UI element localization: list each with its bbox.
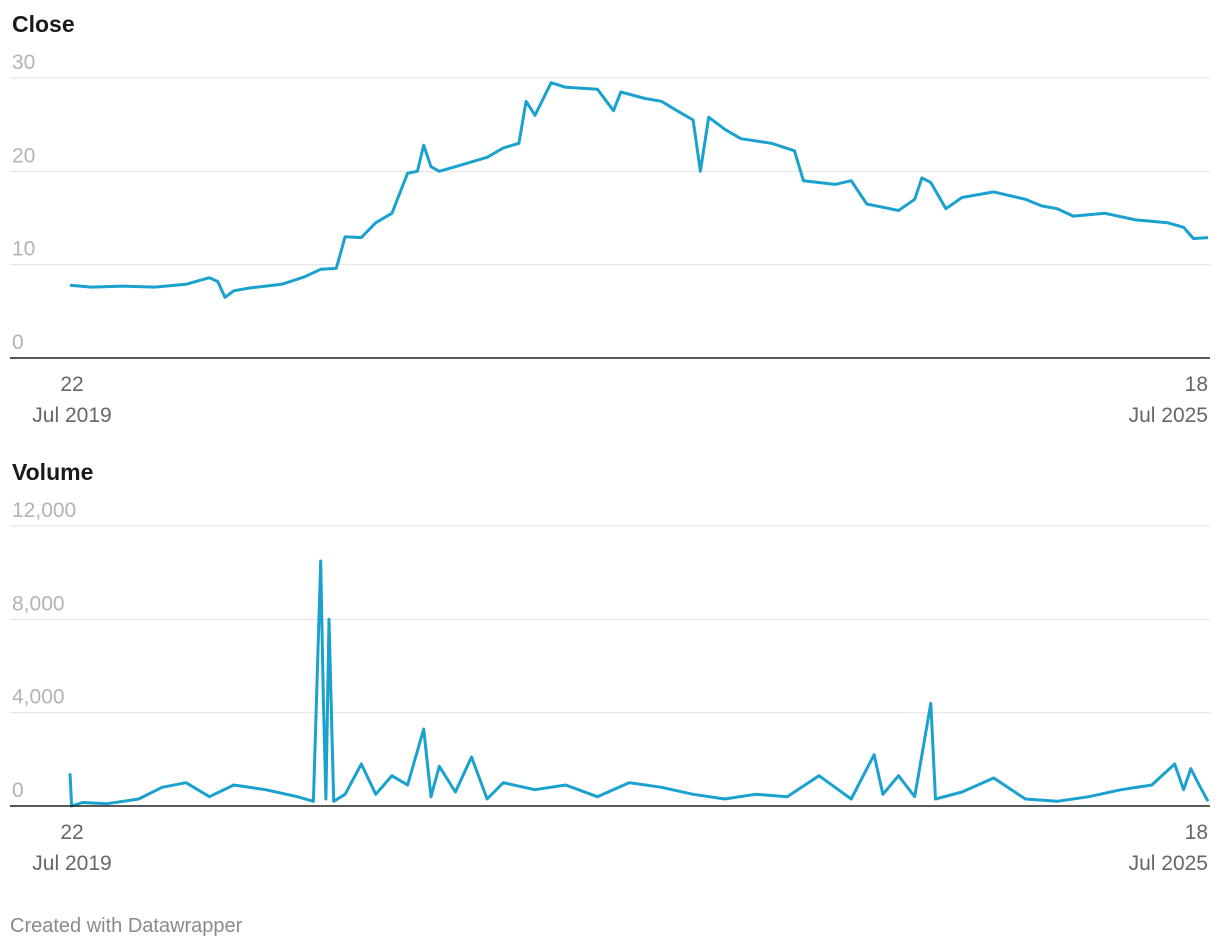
y-tick-label: 12,000 (12, 499, 76, 522)
series-line (68, 559, 1210, 808)
y-tick-label: 8,000 (12, 592, 65, 615)
y-tick-label: 10 (12, 238, 35, 261)
x-tick-label-end: 18 Jul 2025 (1129, 821, 1208, 875)
x-tick-label-start: 22 Jul 2019 (32, 373, 111, 427)
y-tick-label: 4,000 (12, 686, 65, 709)
x-tick-label-start: 22 Jul 2019 (32, 821, 111, 875)
y-tick-label: 0 (12, 779, 24, 802)
series-line (69, 81, 1209, 299)
y-tick-label: 0 (12, 331, 24, 354)
x-tick-label-end: 18 Jul 2025 (1129, 373, 1208, 427)
y-tick-label: 20 (12, 144, 35, 167)
footer-credit: Created with Datawrapper (10, 915, 243, 937)
close-chart: 0 10 20 30 22 Jul 2019 18 Jul 2025 (10, 51, 1210, 427)
y-tick-label: 30 (12, 51, 35, 74)
volume-chart: 0 4,000 8,000 12,000 22 Jul 2019 18 Jul 2025 (10, 499, 1210, 875)
volume-chart-title: Volume (12, 459, 94, 485)
close-chart-title: Close (12, 11, 75, 37)
